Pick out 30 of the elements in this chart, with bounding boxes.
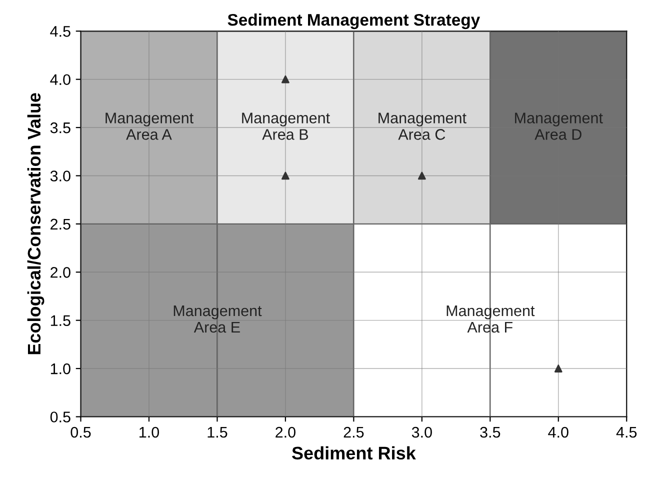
x-tick-label: 4.5 [616,427,637,438]
x-tick-label: 4.0 [548,426,568,438]
y-tick-label: 2.0 [50,267,70,278]
annotation: Management Area A [106,112,194,140]
point [418,172,426,180]
y-tick-label: 3.5 [50,122,70,134]
x-axis-title: Sediment Risk [292,446,416,460]
x-tick-label: 1.5 [208,427,228,438]
x-tick-label: 3.0 [412,426,432,438]
point [282,172,290,180]
y-tick-label: 3.0 [50,170,70,182]
point [554,364,562,372]
annotation: Management Area C [378,112,466,140]
y-tick-label: 0.5 [50,412,70,422]
y-tick-label: 1.0 [50,363,70,374]
annotation: Management Area E [174,306,262,333]
annotation: Management Area B [242,112,330,140]
x-tick-label: 2.0 [276,426,296,438]
x-tick-label: 1.0 [140,426,160,438]
point [282,75,290,84]
y-tick-label: 4.5 [50,26,70,37]
y-tick-label: 4.0 [50,74,70,86]
annotation: Management Area D [515,112,603,140]
x-tick-label: 0.5 [70,426,91,438]
chart-title: Sediment Management Strategy [228,14,480,30]
y-tick-label: 1.5 [50,315,70,326]
y-tick-label: 2.5 [50,218,70,230]
x-tick-label: 3.5 [480,426,500,438]
y-axis-title: Ecological/Conservation Value [27,93,44,354]
x-tick-label: 2.5 [344,426,364,438]
